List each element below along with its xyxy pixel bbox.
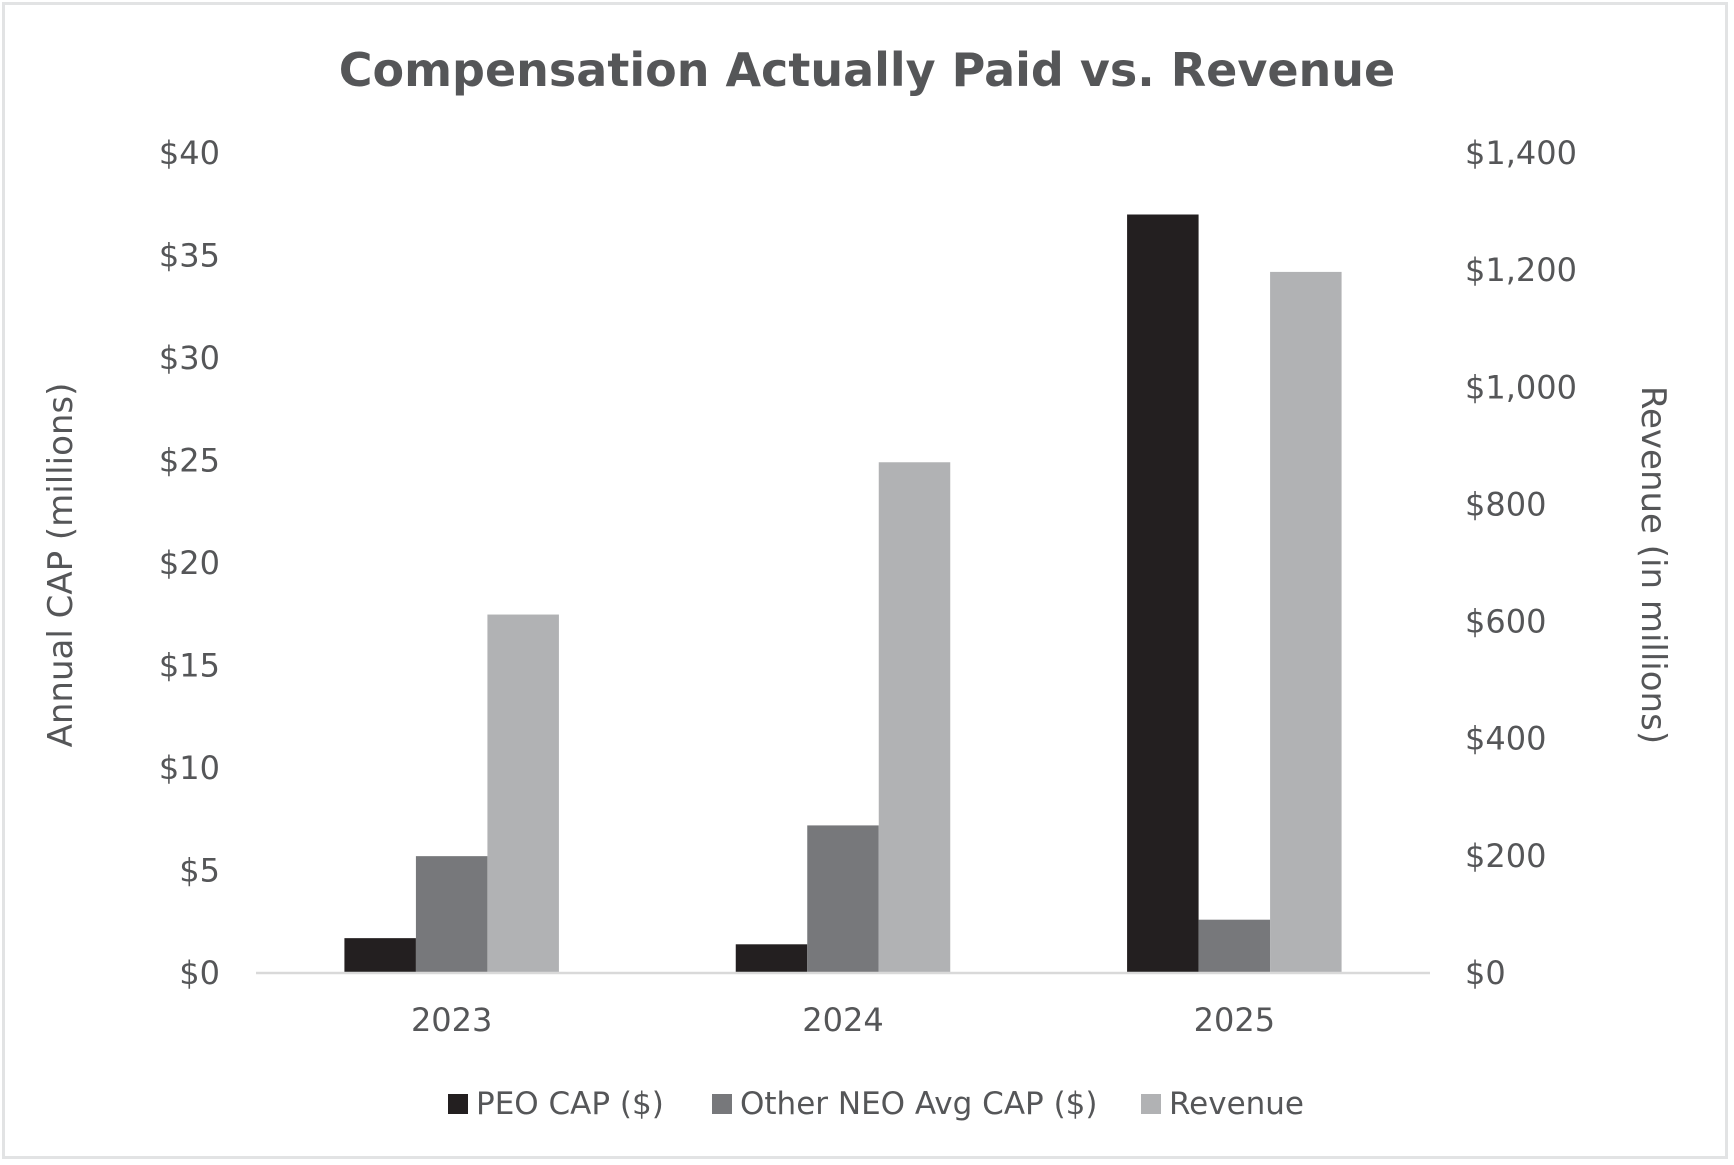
bar-3-2025 xyxy=(1270,271,1342,973)
left-tick-label: $20 xyxy=(159,544,220,582)
right-tick-label: $600 xyxy=(1465,603,1546,641)
chart-title: Compensation Actually Paid vs. Revenue xyxy=(339,43,1395,97)
right-tick-label: $1,200 xyxy=(1465,251,1577,289)
x-axis-ticks: 2023 2024 2025 xyxy=(411,1001,1275,1039)
left-tick-label: $25 xyxy=(159,442,220,480)
left-tick-label: $10 xyxy=(159,749,220,787)
left-tick-label: $5 xyxy=(179,852,220,890)
right-tick-label: $1,000 xyxy=(1465,368,1577,406)
left-tick-label: $30 xyxy=(159,339,220,377)
legend: PEO CAP ($) Other NEO Avg CAP ($) Revenue xyxy=(448,1086,1304,1122)
legend-label: Other NEO Avg CAP ($) xyxy=(740,1086,1097,1122)
legend-swatch xyxy=(712,1094,732,1114)
left-tick-label: $15 xyxy=(159,647,220,685)
legend-swatch xyxy=(448,1094,468,1114)
bar-1-2025 xyxy=(1127,214,1199,973)
legend-label: Revenue xyxy=(1169,1086,1304,1122)
legend-label: PEO CAP ($) xyxy=(476,1086,664,1122)
left-axis-ticks: $0 $5 $10 $15 $20 $25 $30 $35 $40 xyxy=(159,134,220,992)
right-tick-label: $800 xyxy=(1465,485,1546,523)
x-tick-label: 2025 xyxy=(1194,1001,1275,1039)
left-tick-label: $40 xyxy=(159,134,220,172)
x-tick-label: 2023 xyxy=(411,1001,492,1039)
left-tick-label: $35 xyxy=(159,237,220,275)
left-tick-label: $0 xyxy=(179,954,220,992)
bar-1-2024 xyxy=(735,944,808,973)
right-tick-label: $400 xyxy=(1465,720,1546,758)
right-tick-label: $1,400 xyxy=(1465,134,1577,172)
bars xyxy=(344,214,1342,973)
bar-3-2024 xyxy=(878,462,951,973)
right-tick-label: $0 xyxy=(1465,954,1506,992)
bar-1-2023 xyxy=(344,938,416,973)
right-axis-ticks: $0 $200 $400 $600 $800 $1,000 $1,200 $1,400 xyxy=(1465,134,1577,992)
bar-2-2024 xyxy=(807,825,879,973)
left-axis-title: Annual CAP (millions) xyxy=(41,383,81,748)
right-axis-title: Revenue (in millions) xyxy=(1633,386,1673,744)
bar-2-2023 xyxy=(415,856,488,973)
x-tick-label: 2024 xyxy=(802,1001,883,1039)
bar-3-2023 xyxy=(487,614,559,973)
legend-swatch xyxy=(1141,1094,1161,1114)
right-tick-label: $200 xyxy=(1465,837,1546,875)
bar-2-2025 xyxy=(1198,919,1271,973)
